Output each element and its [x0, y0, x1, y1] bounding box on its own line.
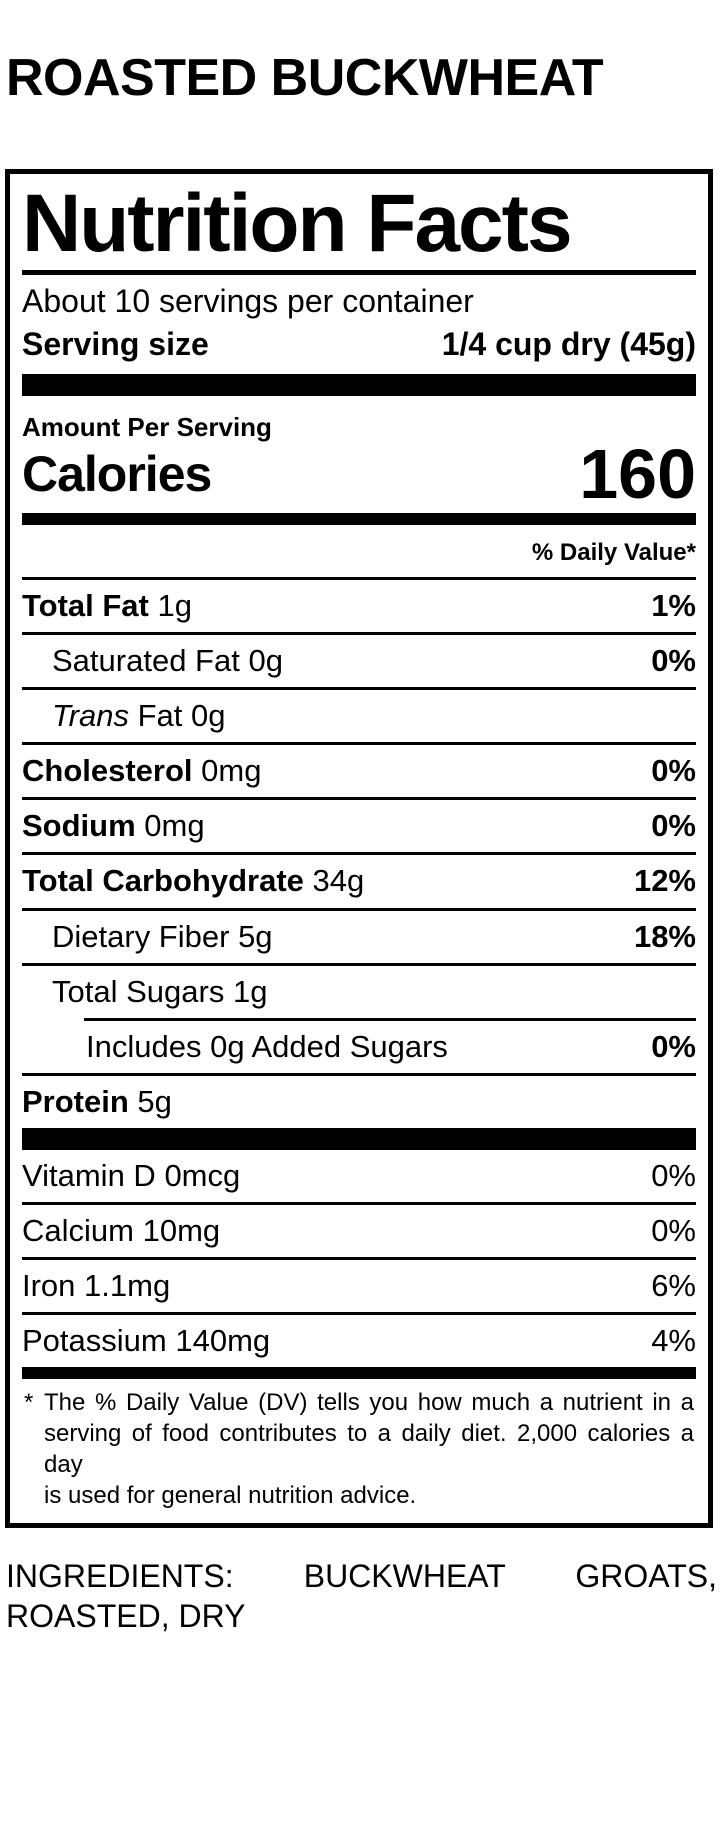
calories-row: Calories 160 — [22, 435, 696, 514]
nutrient-name: Dietary Fiber — [52, 918, 230, 954]
nutrient-name: Protein — [22, 1083, 129, 1119]
micronutrient-row-iron: Iron 1.1mg 6% — [22, 1260, 696, 1315]
nutrient-row-added-sugars: Includes 0g Added Sugars 0% — [84, 1017, 696, 1073]
micronutrient-dv: 4% — [651, 1322, 696, 1358]
calories-value: 160 — [579, 435, 696, 514]
nutrient-amount: 0g — [248, 643, 283, 679]
nutrient-row-total-sugars: Total Sugars 1g — [22, 966, 696, 1018]
nutrient-name: Saturated Fat — [52, 643, 240, 679]
micronutrient-row-calcium: Calcium 10mg 0% — [22, 1205, 696, 1260]
nutrient-amount: 0mg — [144, 808, 205, 844]
amount-per-serving-label: Amount Per Serving — [22, 412, 272, 443]
nutrient-dv: 0% — [651, 808, 696, 844]
daily-value-header: % Daily Value* — [22, 525, 696, 581]
nutrient-row-sodium: Sodium 0mg 0% — [22, 800, 696, 856]
nutrient-dv: 0% — [651, 643, 696, 679]
nutrient-row-saturated-fat: Saturated Fat 0g 0% — [22, 635, 696, 691]
nutrient-dv: 1% — [651, 588, 696, 624]
nutrient-row-cholesterol: Cholesterol 0mg 0% — [22, 745, 696, 801]
nutrient-name: Includes 0g Added Sugars — [86, 1028, 448, 1064]
micronutrient-amount: 1.1mg — [84, 1267, 171, 1303]
nutrient-amount: 5g — [137, 1083, 172, 1119]
nutrient-dv: 18% — [633, 918, 696, 954]
nutrient-name: Cholesterol — [22, 753, 193, 789]
serving-size-label: Serving size — [22, 325, 209, 362]
nutrient-amount: 0g — [191, 698, 226, 734]
nutrient-row-dietary-fiber: Dietary Fiber 5g 18% — [22, 911, 696, 966]
nutrient-amount: 1g — [157, 588, 192, 624]
micronutrient-name: Iron — [22, 1267, 76, 1303]
micronutrient-name: Vitamin D — [22, 1157, 156, 1193]
micronutrient-row-potassium: Potassium 140mg 4% — [22, 1315, 696, 1367]
ingredients-statement: INGREDIENTS: BUCKWHEAT GROATS, ROASTED, … — [6, 1556, 717, 1636]
nutrient-amount: 0mg — [201, 753, 262, 789]
nutrition-facts-heading: Nutrition Facts — [22, 182, 696, 275]
product-title: ROASTED BUCKWHEAT — [6, 49, 604, 107]
micronutrient-name: Calcium — [22, 1212, 134, 1248]
micronutrient-amount: 10mg — [142, 1212, 221, 1248]
nutrient-name: Fat — [137, 698, 183, 734]
ingredients-line: ROASTED, DRY — [6, 1597, 246, 1634]
nutrient-amount: 34g — [312, 863, 365, 899]
nutrient-amount: 1g — [232, 973, 268, 1009]
micronutrient-dv: 0% — [651, 1157, 696, 1193]
nutrient-name: Total Sugars — [52, 973, 225, 1009]
micronutrient-amount: 0mcg — [164, 1157, 241, 1193]
nutrient-row-protein: Protein 5g — [22, 1072, 696, 1128]
nutrient-dv: 0% — [651, 753, 696, 789]
nutrient-name: Sodium — [22, 808, 136, 844]
calories-label: Calories — [22, 446, 212, 503]
micronutrient-dv: 0% — [651, 1212, 696, 1248]
separator-bar-medium — [22, 513, 696, 526]
footnote-line: The % Daily Value (DV) tells you how muc… — [44, 1388, 694, 1416]
nutrient-row-total-fat: Total Fat 1g 1% — [22, 580, 696, 636]
nutrition-facts-label: Nutrition Facts About 10 servings per co… — [5, 169, 713, 1528]
serving-size-value: 1/4 cup dry (45g) — [441, 325, 696, 362]
nutrient-amount: 5g — [238, 918, 273, 954]
serving-size-row: Serving size 1/4 cup dry (45g) — [22, 326, 696, 375]
footnote-line: serving of food contributes to a daily d… — [44, 1419, 694, 1478]
nutrient-dv: 12% — [633, 863, 696, 899]
micronutrient-name: Potassium — [22, 1322, 167, 1358]
nutrient-row-total-carbohydrate: Total Carbohydrate 34g 12% — [22, 855, 696, 911]
micronutrient-dv: 6% — [651, 1267, 696, 1303]
separator-bar-thick — [22, 374, 696, 397]
separator-bar-medium — [22, 1366, 696, 1379]
micronutrient-row-vitamin-d: Vitamin D 0mcg 0% — [22, 1150, 696, 1205]
ingredients-line: INGREDIENTS: BUCKWHEAT GROATS, — [6, 1557, 717, 1594]
footnote-asterisk: * — [24, 1388, 34, 1416]
daily-value-footnote: * The % Daily Value (DV) tells you how m… — [22, 1379, 696, 1517]
micronutrient-amount: 140mg — [175, 1322, 271, 1358]
nutrient-name: Total Carbohydrate — [22, 863, 304, 899]
footnote-line: is used for general nutrition advice. — [44, 1481, 417, 1509]
nutrient-name-italic: Trans — [52, 698, 129, 734]
page: { "colors": { "text": "#000000", "backgr… — [0, 49, 722, 1837]
nutrient-dv: 0% — [651, 1028, 696, 1064]
nutrient-row-trans-fat: Trans Fat 0g — [22, 690, 696, 746]
servings-per-container: About 10 servings per container — [22, 282, 474, 319]
nutrient-name: Total Fat — [22, 588, 149, 624]
separator-bar-thick — [22, 1127, 696, 1150]
